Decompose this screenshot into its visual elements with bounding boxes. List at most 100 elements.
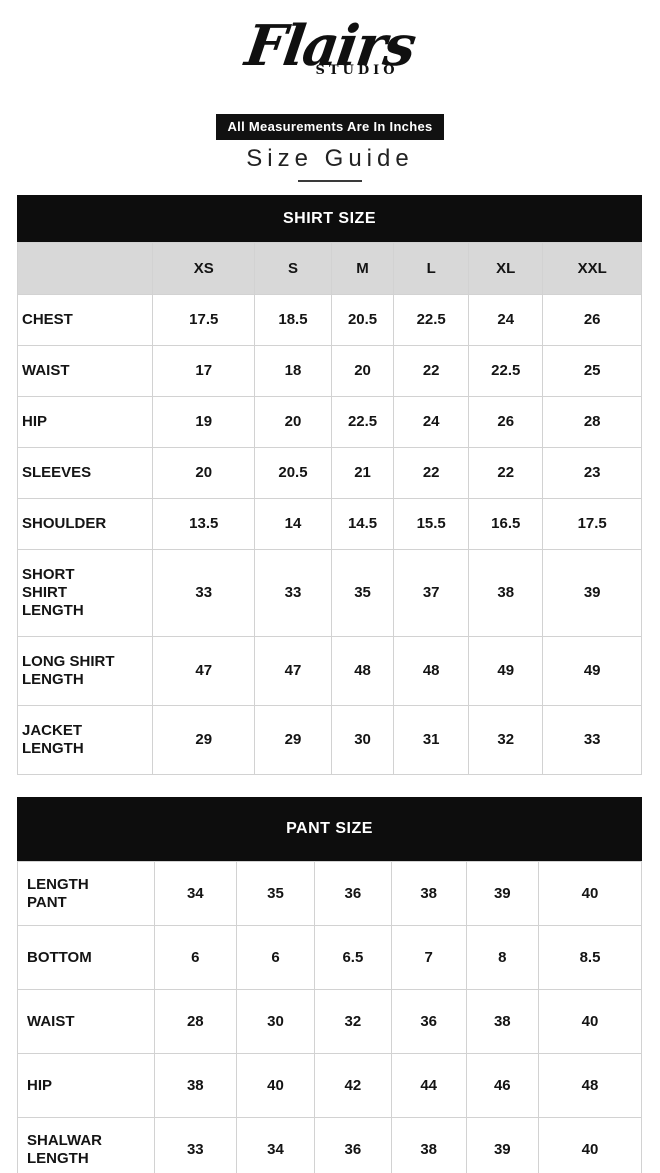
table-row: SHOULDER 13.5 14 14.5 15.5 16.5 17.5 — [16, 498, 642, 550]
cell-value: 36 — [314, 861, 392, 926]
cell-value: 47 — [254, 636, 332, 706]
cell-value: 32 — [468, 705, 544, 775]
cell-value: 38 — [390, 861, 467, 926]
cell-value: 24 — [393, 396, 470, 448]
cell-value: 36 — [390, 989, 467, 1054]
size-column-header: M — [330, 242, 395, 295]
cell-value: 17.5 — [542, 498, 642, 550]
cell-value: 34 — [153, 861, 238, 926]
cell-value: 21 — [330, 447, 395, 499]
cell-value: 32 — [314, 989, 392, 1054]
table-row: LONG SHIRT LENGTH 47 47 48 48 49 49 — [16, 636, 642, 706]
cell-value: 22 — [468, 447, 544, 499]
cell-value: 25 — [542, 345, 642, 397]
cell-value: 38 — [390, 1117, 467, 1173]
cell-value: 40 — [538, 989, 642, 1054]
pant-size-table: LENGTH PANT 34 35 36 38 39 40 BOTTOM 6 6 6.5 7 8 8.5 W… — [17, 861, 642, 1173]
cell-value: 46 — [465, 1053, 540, 1118]
cell-value: 18 — [254, 345, 332, 397]
title-underline — [298, 180, 362, 182]
size-column-header: L — [393, 242, 470, 295]
row-label: SLEEVES — [16, 447, 154, 499]
corner-cell — [16, 242, 154, 295]
brand-subname: STUDIO — [315, 63, 399, 79]
cell-value: 40 — [538, 1117, 642, 1173]
cell-value: 20.5 — [254, 447, 332, 499]
row-label-text: BOTTOM — [27, 948, 92, 966]
cell-value: 35 — [330, 549, 395, 637]
cell-value: 30 — [236, 989, 315, 1054]
pant-table-title: PANT SIZE — [17, 797, 642, 861]
cell-value: 39 — [542, 549, 642, 637]
table-row: WAIST 17 18 20 22 22.5 25 — [16, 345, 642, 397]
cell-value: 34 — [236, 1117, 315, 1173]
size-column-header: XXL — [542, 242, 642, 295]
row-label-text: SHOULDER — [22, 515, 107, 532]
cell-value: 22.5 — [393, 294, 470, 346]
cell-value: 47 — [152, 636, 256, 706]
cell-value: 28 — [542, 396, 642, 448]
size-column-header: XL — [468, 242, 544, 295]
table-row: SLEEVES 20 20.5 21 22 22 23 — [16, 447, 642, 499]
cell-value: 22 — [393, 447, 470, 499]
size-column-header: XS — [152, 242, 256, 295]
table-row: CHEST 17.5 18.5 20.5 22.5 24 26 — [16, 294, 642, 346]
cell-value: 26 — [542, 294, 642, 346]
shirt-table-title: SHIRT SIZE — [17, 195, 642, 242]
cell-value: 13.5 — [152, 498, 256, 550]
cell-value: 6 — [153, 925, 238, 990]
cell-value: 48 — [330, 636, 395, 706]
cell-value: 8 — [465, 925, 540, 990]
row-label-text: WAIST — [22, 362, 70, 379]
cell-value: 20 — [152, 447, 256, 499]
cell-value: 29 — [152, 705, 256, 775]
cell-value: 29 — [254, 705, 332, 775]
row-label-text: LONG SHIRT LENGTH — [22, 653, 115, 688]
table-row: JACKET LENGTH 29 29 30 31 32 33 — [16, 705, 642, 775]
cell-value: 39 — [465, 861, 540, 926]
cell-value: 20.5 — [330, 294, 395, 346]
row-label-text: HIP — [27, 1076, 53, 1094]
cell-value: 19 — [152, 396, 256, 448]
cell-value: 6.5 — [314, 925, 392, 990]
cell-value: 33 — [153, 1117, 238, 1173]
cell-value: 38 — [468, 549, 544, 637]
row-label-text: SHORT SHIRT LENGTH — [22, 566, 84, 619]
cell-value: 42 — [314, 1053, 392, 1118]
row-label-text: WAIST — [27, 1012, 75, 1030]
row-label: SHORT SHIRT LENGTH — [16, 549, 154, 637]
row-label-text: HIP — [22, 413, 48, 430]
cell-value: 48 — [393, 636, 470, 706]
row-label-text: CHEST — [22, 311, 73, 328]
cell-value: 15.5 — [393, 498, 470, 550]
cell-value: 18.5 — [254, 294, 332, 346]
table-row: HIP 38 40 42 44 46 48 — [17, 1053, 642, 1118]
page-title: Size Guide — [246, 145, 414, 172]
cell-value: 33 — [254, 549, 332, 637]
measurement-unit-banner: All Measurements Are In Inches — [216, 114, 444, 140]
cell-value: 22.5 — [330, 396, 395, 448]
row-label: HIP — [17, 1053, 155, 1118]
row-label: LENGTH PANT — [17, 861, 155, 926]
row-label: SHOULDER — [16, 498, 154, 550]
row-label-text: SLEEVES — [22, 464, 92, 481]
row-label-text: JACKET LENGTH — [22, 722, 84, 757]
cell-value: 33 — [152, 549, 256, 637]
cell-value: 20 — [330, 345, 395, 397]
table-row: SHORT SHIRT LENGTH 33 33 35 37 38 39 — [16, 549, 642, 637]
cell-value: 14.5 — [330, 498, 395, 550]
size-header-row: XS S M L XL XXL — [16, 242, 642, 295]
cell-value: 48 — [538, 1053, 642, 1118]
size-column-header: S — [254, 242, 332, 295]
cell-value: 16.5 — [468, 498, 544, 550]
cell-value: 20 — [254, 396, 332, 448]
shirt-size-section: SHIRT SIZE XS S M L XL XXL CHEST 17.5 18.5 20.5 2… — [16, 195, 642, 775]
row-label: JACKET LENGTH — [16, 705, 154, 775]
cell-value: 49 — [468, 636, 544, 706]
cell-value: 8.5 — [538, 925, 642, 990]
row-label: LONG SHIRT LENGTH — [16, 636, 154, 706]
row-label-text: SHALWAR LENGTH — [27, 1131, 102, 1167]
cell-value: 24 — [468, 294, 544, 346]
cell-value: 14 — [254, 498, 332, 550]
cell-value: 35 — [236, 861, 315, 926]
